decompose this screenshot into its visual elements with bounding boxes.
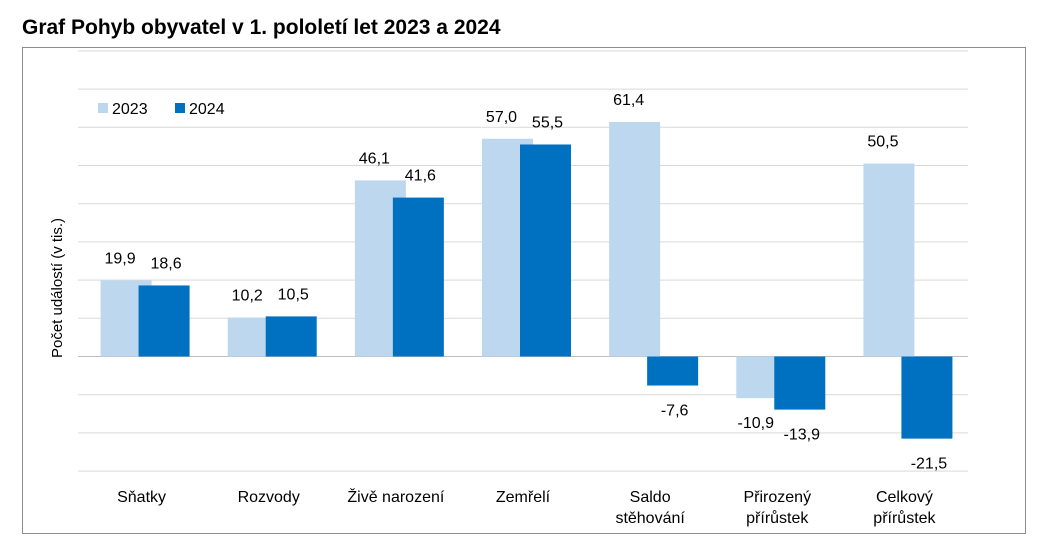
legend-label-2024: 2024	[189, 101, 225, 118]
data-label-2023-1: 10,2	[232, 288, 263, 305]
category-label-6: přírůstek	[873, 509, 936, 527]
category-label-3: Zemřelí	[496, 489, 551, 506]
data-label-2023-2: 46,1	[359, 150, 390, 167]
bar-2024-6	[901, 356, 953, 439]
bar-2024-3	[520, 144, 571, 357]
bar-2023-4	[609, 121, 661, 357]
legend-swatch-2023	[98, 103, 108, 113]
category-label-4: Saldo	[630, 489, 671, 506]
category-label-2: Živě narození	[347, 487, 444, 506]
bar-2024-4	[647, 356, 699, 386]
category-label-0: Sňatky	[117, 489, 166, 506]
category-label-6: Celkový	[876, 489, 933, 506]
data-label-2023-3: 57,0	[486, 109, 517, 126]
data-label-2024-3: 55,5	[532, 114, 563, 131]
legend-swatch-2024	[175, 103, 185, 113]
bar-2024-5	[774, 356, 826, 410]
data-label-2023-5: -10,9	[738, 415, 775, 432]
data-label-2024-6: -21,5	[911, 456, 948, 473]
data-label-2023-4: 61,4	[613, 92, 644, 109]
data-label-2024-4: -7,6	[661, 403, 689, 420]
category-label-5: přírůstek	[746, 509, 809, 527]
category-label-1: Rozvody	[238, 489, 300, 506]
data-label-2024-5: -13,9	[784, 427, 821, 444]
legend-label-2023: 2023	[112, 101, 148, 118]
data-label-2024-2: 41,6	[405, 168, 436, 185]
bar-2024-2	[392, 197, 444, 357]
chart-title: Graf Pohyb obyvatel v 1. pololetí let 20…	[22, 16, 501, 39]
category-label-4: stěhování	[615, 510, 685, 527]
data-label-2023-0: 19,9	[105, 250, 136, 267]
y-axis-label: Počet událostí (v tis.)	[49, 218, 66, 358]
bar-2023-6	[863, 163, 915, 357]
data-label-2024-0: 18,6	[151, 255, 182, 272]
chart-frame	[22, 47, 1026, 534]
bar-2024-0	[138, 285, 190, 357]
bar-2024-1	[265, 316, 317, 357]
data-label-2023-6: 50,5	[867, 134, 898, 151]
category-label-5: Přirozený	[743, 489, 811, 506]
data-label-2024-1: 10,5	[278, 286, 309, 303]
